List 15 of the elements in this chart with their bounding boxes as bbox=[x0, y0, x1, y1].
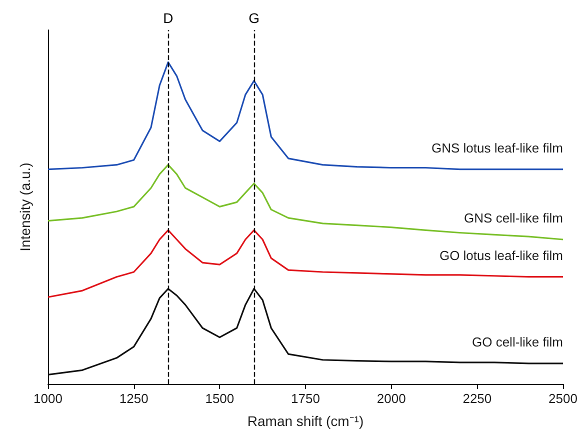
ref-line-label: D bbox=[163, 10, 174, 26]
y-axis-title: Intensity (a.u.) bbox=[17, 162, 33, 252]
series-label: GO cell-like film bbox=[472, 334, 563, 350]
x-tick-label: 1000 bbox=[34, 391, 62, 406]
series-label: GNS lotus leaf-like film bbox=[432, 140, 563, 156]
x-tick-label: 2250 bbox=[462, 391, 492, 406]
x-tick-label: 1750 bbox=[291, 391, 320, 406]
series-label: GO lotus leaf-like film bbox=[439, 248, 563, 263]
x-tick-label: 2000 bbox=[376, 391, 406, 406]
x-tick-label: 2500 bbox=[548, 391, 578, 406]
series-label: GNS cell-like film bbox=[464, 210, 563, 226]
ref-line-label: G bbox=[248, 10, 260, 26]
x-axis-title: Raman shift (cm⁻¹) bbox=[247, 413, 364, 429]
x-tick-label: 1250 bbox=[119, 391, 148, 406]
x-tick-label: 1500 bbox=[205, 391, 234, 406]
